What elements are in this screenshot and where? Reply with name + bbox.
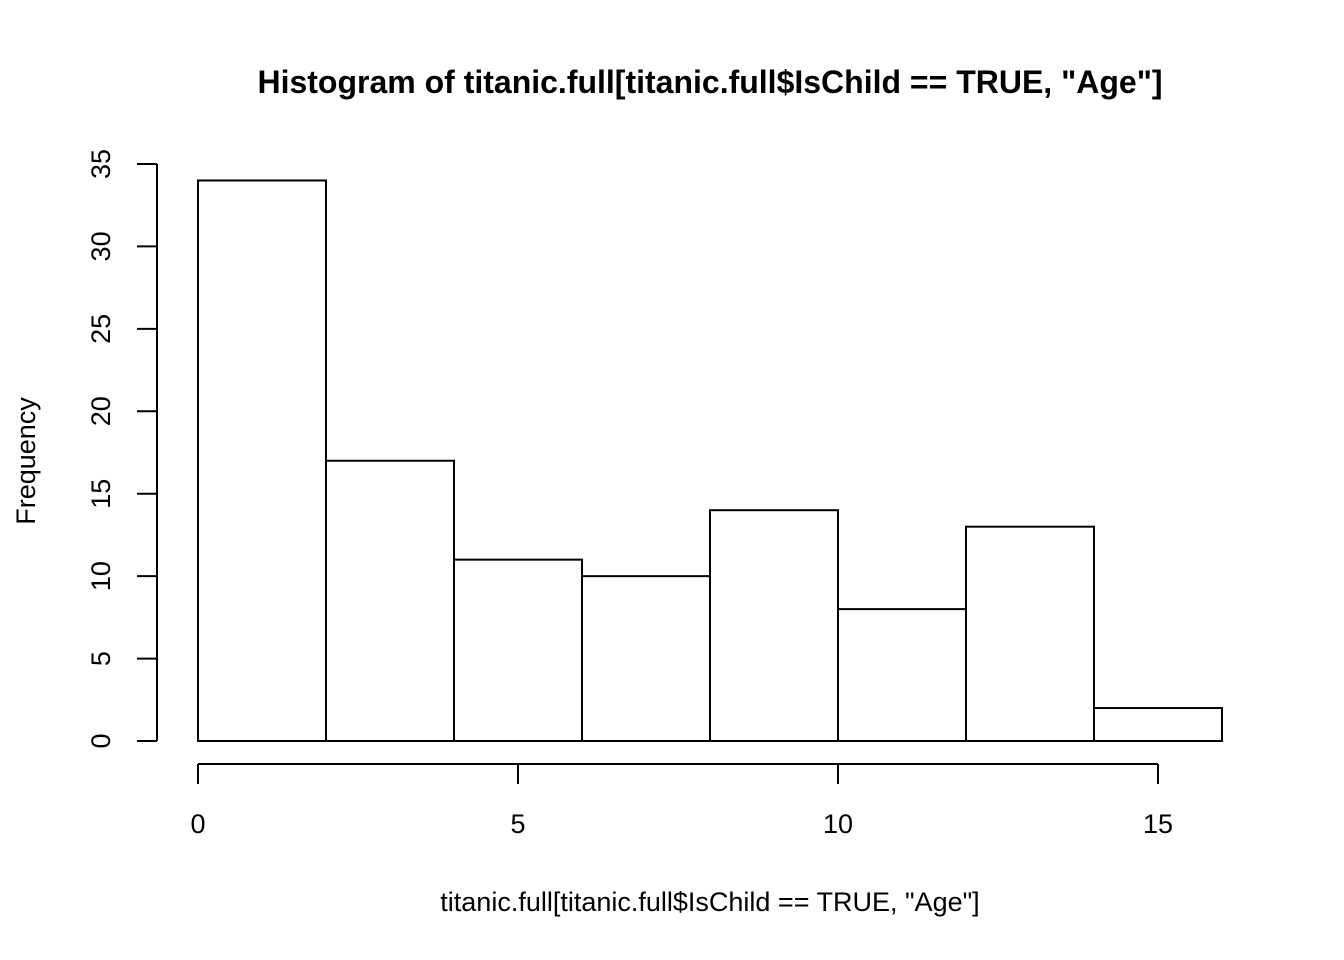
y-tick-label-15: 15 — [86, 479, 116, 509]
x-tick-label-15: 15 — [1143, 809, 1173, 839]
y-tick-label-35: 35 — [86, 149, 116, 179]
y-tick-label-25: 25 — [86, 314, 116, 344]
y-tick-label-20: 20 — [86, 396, 116, 426]
y-axis: 0 5 10 15 20 25 30 35 — [86, 149, 158, 749]
x-axis: 0 5 10 15 — [190, 763, 1173, 839]
histogram-bar-6 — [965, 525, 1095, 743]
x-tick-label-0: 0 — [190, 809, 205, 839]
x-tick-label-5: 5 — [510, 809, 525, 839]
histogram-bar-7 — [1093, 707, 1223, 742]
histogram-bar-3 — [581, 575, 711, 743]
histogram-bar-4 — [709, 509, 839, 743]
histogram-bar-2 — [453, 558, 583, 743]
y-tick-label-30: 30 — [86, 231, 116, 261]
y-tick-label-10: 10 — [86, 561, 116, 591]
x-axis-label: titanic.full[titanic.full$IsChild == TRU… — [440, 887, 979, 917]
bars-group — [197, 179, 1223, 743]
chart-title: Histogram of titanic.full[titanic.full$I… — [257, 64, 1162, 100]
x-tick-label-10: 10 — [823, 809, 853, 839]
y-tick-label-5: 5 — [86, 651, 116, 666]
y-tick-label-0: 0 — [86, 733, 116, 748]
y-axis-label: Frequency — [11, 397, 41, 525]
histogram-bar-1 — [325, 459, 455, 742]
histogram-bar-5 — [837, 608, 967, 742]
histogram-bar-0 — [197, 179, 327, 742]
